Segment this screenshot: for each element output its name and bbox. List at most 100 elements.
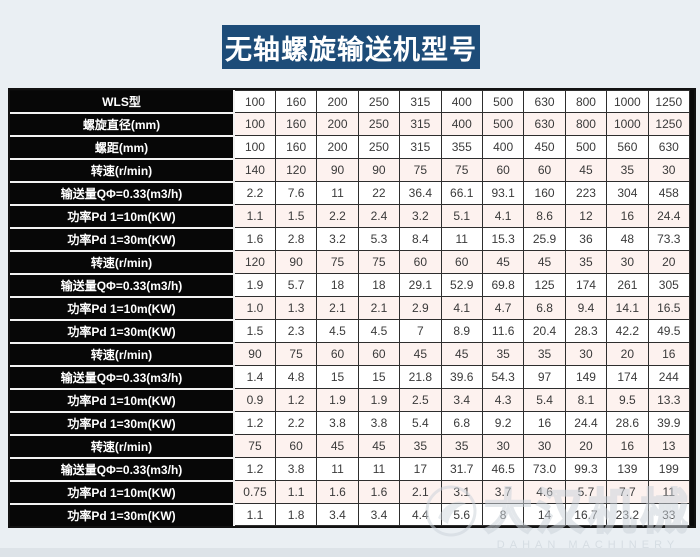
table-cell: 458 — [647, 181, 691, 205]
table-cell: 60 — [481, 158, 525, 182]
table-cell: 139 — [606, 457, 649, 481]
table-cell: 2.1 — [316, 296, 359, 320]
table-cell: 261 — [606, 273, 649, 297]
table-cell: 24.4 — [647, 204, 691, 228]
table-cell: 8.6 — [523, 204, 566, 228]
table-cell: 355 — [440, 135, 483, 159]
table-row: 转速(r/min) 75 60 45 45 35 35 30 30 20 16 13 — [10, 433, 691, 458]
table-cell: 8 — [481, 503, 525, 526]
table-cell: 35 — [606, 158, 649, 182]
table-cell: 1.3 — [274, 296, 318, 320]
table-row: 螺旋直径(mm) 100 160 200 250 315 400 500 630 800 1000 1… — [10, 111, 691, 136]
table-cell: 200 — [316, 90, 359, 113]
table-row: 功率Pd 1=30m(KW) 1.5 2.3 4.5 4.5 7 8.9 11.6 20.4 28… — [10, 318, 691, 343]
table-cell: 75 — [233, 434, 276, 458]
table-cell: 500 — [481, 112, 525, 136]
table-cell: 93.1 — [481, 181, 525, 205]
table-cell: 5.6 — [440, 503, 483, 526]
table-cell: 52.9 — [440, 273, 483, 297]
table-cell: 100 — [233, 112, 276, 136]
table-cell: 500 — [564, 135, 608, 159]
table-row: 功率Pd 1=10m(KW) 1.0 1.3 2.1 2.1 2.9 4.1 4.7 6.8 9.… — [10, 295, 691, 320]
table-cell: 7 — [399, 319, 442, 343]
table-cell: 45 — [399, 342, 442, 366]
table-cell: 5.4 — [399, 411, 442, 435]
table-row: 转速(r/min) 120 90 75 75 60 60 45 45 35 30 20 — [10, 249, 691, 274]
table-cell: 7.7 — [606, 480, 649, 504]
table-cell: 11 — [316, 181, 359, 205]
table-cell: 250 — [357, 90, 401, 113]
table-cell: 11 — [316, 457, 359, 481]
spec-table-body: WLS型 100 160 200 250 315 400 500 630 800 1000 1250 螺… — [10, 90, 691, 526]
row-label: 转速(r/min) — [10, 157, 235, 182]
table-cell: 450 — [523, 135, 566, 159]
table-cell: 60 — [316, 342, 359, 366]
table-cell: 20 — [606, 342, 649, 366]
row-label: 转速(r/min) — [10, 341, 235, 366]
table-cell: 17 — [399, 457, 442, 481]
table-cell: 160 — [523, 181, 566, 205]
table-cell: 7.6 — [274, 181, 318, 205]
table-cell: 35 — [399, 434, 442, 458]
table-cell: 174 — [606, 365, 649, 389]
table-cell: 20.4 — [523, 319, 566, 343]
table-cell: 42.2 — [606, 319, 649, 343]
table-cell: 75 — [357, 250, 401, 274]
row-label: 螺距(mm) — [10, 134, 235, 159]
row-label: 功率Pd 1=30m(KW) — [10, 502, 235, 526]
table-cell: 0.75 — [233, 480, 276, 504]
table-cell: 1.0 — [233, 296, 276, 320]
table-cell: 1.1 — [233, 503, 276, 526]
table-cell: 400 — [481, 135, 525, 159]
table-cell: 200 — [316, 135, 359, 159]
table-cell: 31.7 — [440, 457, 483, 481]
table-cell: 5.7 — [274, 273, 318, 297]
table-cell: 28.6 — [606, 411, 649, 435]
row-label: WLS型 — [10, 90, 235, 113]
table-cell: 315 — [399, 135, 442, 159]
table-cell: 12 — [564, 204, 608, 228]
table-cell: 1.6 — [233, 227, 276, 251]
table-cell: 4.1 — [481, 204, 525, 228]
table-cell: 16 — [606, 204, 649, 228]
table-cell: 5.3 — [357, 227, 401, 251]
table-cell: 800 — [564, 112, 608, 136]
table-row: 转速(r/min) 140 120 90 90 75 75 60 60 45 35 30 — [10, 157, 691, 182]
table-cell: 11 — [440, 227, 483, 251]
table-cell: 3.2 — [316, 227, 359, 251]
table-cell: 45 — [316, 434, 359, 458]
table-cell: 97 — [523, 365, 566, 389]
table-cell: 45 — [357, 434, 401, 458]
table-cell: 0.9 — [233, 388, 276, 412]
table-cell: 1000 — [606, 112, 649, 136]
table-cell: 1.2 — [233, 411, 276, 435]
table-cell: 99.3 — [564, 457, 608, 481]
table-cell: 5.7 — [564, 480, 608, 504]
table-cell: 1.4 — [233, 365, 276, 389]
table-cell: 1.1 — [233, 204, 276, 228]
table-cell: 250 — [357, 135, 401, 159]
table-cell: 16 — [606, 434, 649, 458]
table-cell: 560 — [606, 135, 649, 159]
table-cell: 149 — [564, 365, 608, 389]
row-label: 输送量QΦ=0.33(m3/h) — [10, 456, 235, 481]
table-cell: 3.4 — [440, 388, 483, 412]
table-cell: 16.7 — [564, 503, 608, 526]
table-cell: 39.9 — [647, 411, 691, 435]
table-cell: 46.5 — [481, 457, 525, 481]
table-cell: 315 — [399, 112, 442, 136]
table-cell: 200 — [316, 112, 359, 136]
table-cell: 14.1 — [606, 296, 649, 320]
row-label: 功率Pd 1=10m(KW) — [10, 387, 235, 412]
table-cell: 6.8 — [440, 411, 483, 435]
table-cell: 630 — [647, 135, 691, 159]
table-cell: 16.5 — [647, 296, 691, 320]
row-label: 转速(r/min) — [10, 249, 235, 274]
table-cell: 60 — [274, 434, 318, 458]
table-cell: 1.1 — [274, 480, 318, 504]
table-cell: 3.1 — [440, 480, 483, 504]
table-cell: 49.5 — [647, 319, 691, 343]
table-row: 功率Pd 1=10m(KW) 0.75 1.1 1.6 1.6 2.1 3.1 3.7 4.6 5… — [10, 479, 691, 504]
row-label: 输送量QΦ=0.33(m3/h) — [10, 364, 235, 389]
table-cell: 33 — [647, 503, 691, 526]
